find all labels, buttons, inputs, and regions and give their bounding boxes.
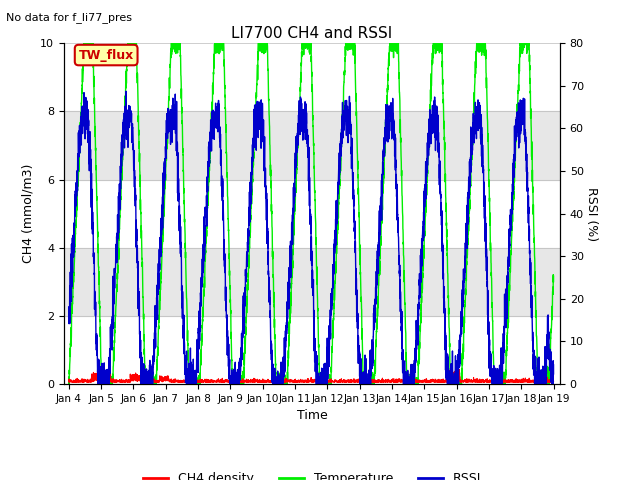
- Legend: CH4 density, Temperature, RSSI: CH4 density, Temperature, RSSI: [138, 467, 486, 480]
- Text: TW_flux: TW_flux: [79, 48, 134, 61]
- X-axis label: Time: Time: [296, 409, 328, 422]
- Y-axis label: RSSI (%): RSSI (%): [585, 187, 598, 240]
- Bar: [64, 248, 560, 316]
- Bar: [64, 111, 560, 180]
- Y-axis label: CH4 (mmol/m3): CH4 (mmol/m3): [22, 164, 35, 264]
- Text: No data for f_li77_pres: No data for f_li77_pres: [6, 12, 132, 23]
- Title: LI7700 CH4 and RSSI: LI7700 CH4 and RSSI: [232, 25, 392, 41]
